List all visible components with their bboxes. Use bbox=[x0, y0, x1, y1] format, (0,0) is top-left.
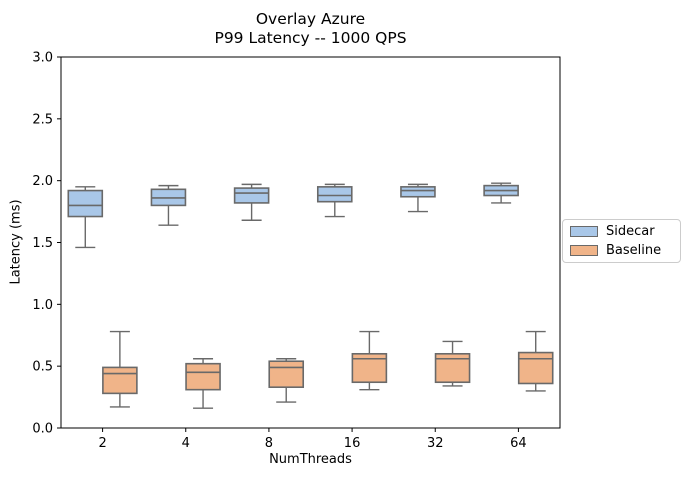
box-sidecar-8 bbox=[233, 187, 270, 204]
box-baseline-4 bbox=[185, 362, 221, 391]
y-tick-label: 0.0 bbox=[32, 422, 53, 437]
x-tick-label: 16 bbox=[344, 436, 361, 451]
legend: Sidecar Baseline bbox=[562, 219, 681, 263]
box-sidecar-32 bbox=[400, 186, 436, 198]
x-axis-label: NumThreads bbox=[269, 452, 352, 467]
box-sidecar-2 bbox=[67, 189, 104, 218]
legend-swatch-sidecar bbox=[570, 226, 598, 237]
x-tick-label: 64 bbox=[510, 436, 527, 451]
legend-swatch-baseline bbox=[570, 245, 598, 256]
box-baseline-64 bbox=[517, 351, 554, 385]
x-tick-label: 32 bbox=[427, 436, 444, 451]
chart-title: Overlay Azure P99 Latency -- 1000 QPS bbox=[61, 10, 560, 48]
y-tick-label: 3.0 bbox=[32, 51, 53, 66]
x-tick-label: 4 bbox=[182, 436, 190, 451]
y-axis-label: Latency (ms) bbox=[8, 199, 24, 285]
x-tick-label: 8 bbox=[265, 436, 273, 451]
box-baseline-8 bbox=[268, 360, 305, 388]
y-tick-label: 2.0 bbox=[32, 174, 53, 189]
x-tick-label: 2 bbox=[98, 436, 106, 451]
box-baseline-2 bbox=[102, 366, 138, 395]
legend-label-sidecar: Sidecar bbox=[606, 224, 655, 239]
legend-label-baseline: Baseline bbox=[606, 243, 662, 258]
y-tick-label: 2.5 bbox=[32, 112, 53, 127]
legend-item-baseline: Baseline bbox=[570, 243, 673, 258]
y-tick-label: 1.0 bbox=[32, 298, 53, 313]
legend-item-sidecar: Sidecar bbox=[570, 224, 673, 239]
y-tick-label: 0.5 bbox=[32, 360, 53, 375]
y-tick-label: 1.5 bbox=[32, 236, 53, 251]
chart-title-line2: P99 Latency -- 1000 QPS bbox=[214, 29, 407, 47]
chart-title-line1: Overlay Azure bbox=[255, 10, 366, 28]
box-sidecar-16 bbox=[316, 186, 353, 203]
